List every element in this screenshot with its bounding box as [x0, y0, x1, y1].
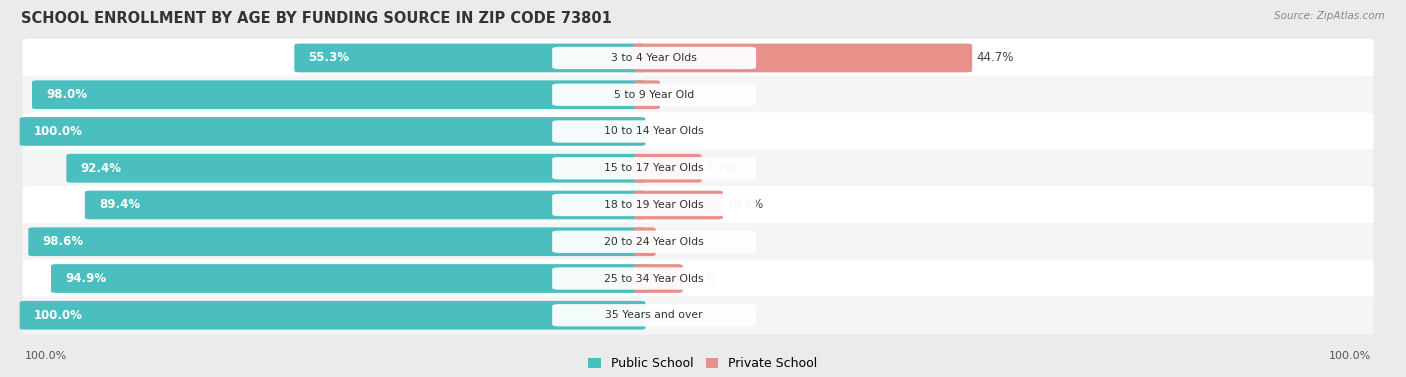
- FancyBboxPatch shape: [553, 120, 756, 143]
- Text: 10 to 14 Year Olds: 10 to 14 Year Olds: [605, 126, 704, 136]
- FancyBboxPatch shape: [553, 267, 756, 290]
- Text: 10.6%: 10.6%: [727, 199, 765, 211]
- Text: Source: ZipAtlas.com: Source: ZipAtlas.com: [1274, 11, 1385, 21]
- FancyBboxPatch shape: [84, 191, 645, 219]
- FancyBboxPatch shape: [20, 301, 645, 329]
- FancyBboxPatch shape: [634, 154, 702, 182]
- FancyBboxPatch shape: [22, 296, 1374, 334]
- Text: 25 to 34 Year Olds: 25 to 34 Year Olds: [605, 273, 704, 284]
- Text: 98.0%: 98.0%: [46, 88, 87, 101]
- FancyBboxPatch shape: [634, 80, 659, 109]
- Text: 1.4%: 1.4%: [659, 235, 690, 248]
- Text: 55.3%: 55.3%: [308, 52, 349, 64]
- Text: 2.0%: 2.0%: [664, 88, 695, 101]
- FancyBboxPatch shape: [22, 222, 1374, 261]
- Text: 5 to 9 Year Old: 5 to 9 Year Old: [614, 90, 695, 100]
- Text: 100.0%: 100.0%: [34, 309, 83, 322]
- Text: 5.1%: 5.1%: [688, 272, 717, 285]
- Text: 100.0%: 100.0%: [25, 351, 67, 361]
- Text: 94.9%: 94.9%: [65, 272, 107, 285]
- FancyBboxPatch shape: [28, 227, 645, 256]
- Text: 100.0%: 100.0%: [34, 125, 83, 138]
- Text: 0.0%: 0.0%: [650, 125, 679, 138]
- FancyBboxPatch shape: [22, 112, 1374, 150]
- Text: SCHOOL ENROLLMENT BY AGE BY FUNDING SOURCE IN ZIP CODE 73801: SCHOOL ENROLLMENT BY AGE BY FUNDING SOUR…: [21, 11, 612, 26]
- FancyBboxPatch shape: [22, 39, 1374, 77]
- FancyBboxPatch shape: [553, 47, 756, 69]
- Text: 35 Years and over: 35 Years and over: [606, 310, 703, 320]
- Text: 18 to 19 Year Olds: 18 to 19 Year Olds: [605, 200, 704, 210]
- FancyBboxPatch shape: [20, 117, 645, 146]
- Text: 15 to 17 Year Olds: 15 to 17 Year Olds: [605, 163, 704, 173]
- FancyBboxPatch shape: [553, 231, 756, 253]
- FancyBboxPatch shape: [634, 227, 655, 256]
- Text: 7.7%: 7.7%: [706, 162, 735, 175]
- FancyBboxPatch shape: [22, 186, 1374, 224]
- FancyBboxPatch shape: [553, 194, 756, 216]
- FancyBboxPatch shape: [294, 44, 645, 72]
- Legend: Public School, Private School: Public School, Private School: [583, 352, 823, 375]
- Text: 100.0%: 100.0%: [1329, 351, 1371, 361]
- Text: 44.7%: 44.7%: [976, 52, 1014, 64]
- Text: 98.6%: 98.6%: [42, 235, 83, 248]
- FancyBboxPatch shape: [634, 264, 683, 293]
- FancyBboxPatch shape: [22, 149, 1374, 187]
- Text: 92.4%: 92.4%: [80, 162, 121, 175]
- FancyBboxPatch shape: [553, 157, 756, 179]
- FancyBboxPatch shape: [553, 84, 756, 106]
- FancyBboxPatch shape: [22, 76, 1374, 114]
- FancyBboxPatch shape: [553, 304, 756, 326]
- Text: 3 to 4 Year Olds: 3 to 4 Year Olds: [612, 53, 697, 63]
- FancyBboxPatch shape: [634, 191, 723, 219]
- FancyBboxPatch shape: [51, 264, 645, 293]
- FancyBboxPatch shape: [66, 154, 645, 182]
- Text: 20 to 24 Year Olds: 20 to 24 Year Olds: [605, 237, 704, 247]
- FancyBboxPatch shape: [22, 259, 1374, 298]
- Text: 0.0%: 0.0%: [650, 309, 679, 322]
- FancyBboxPatch shape: [32, 80, 645, 109]
- FancyBboxPatch shape: [634, 44, 972, 72]
- Text: 89.4%: 89.4%: [98, 199, 141, 211]
